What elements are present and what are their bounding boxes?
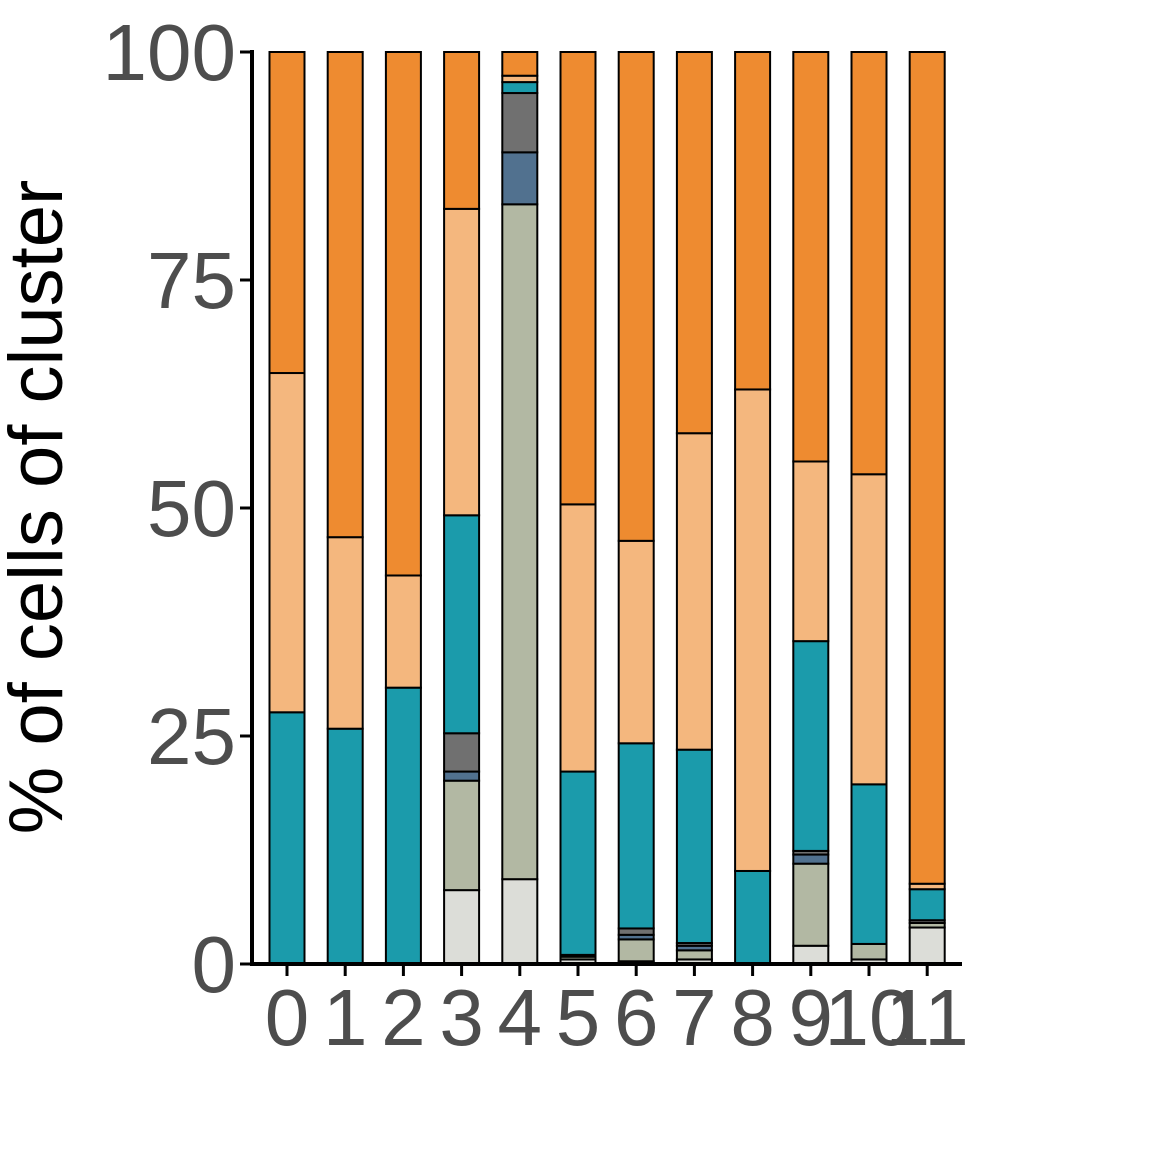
bar-segment-3-4	[443, 514, 481, 735]
bar-segment-7-6	[675, 51, 713, 435]
bar-segment-6-6	[617, 51, 655, 542]
x-tick-label-10: 10	[825, 973, 914, 1062]
bar-segment-1-4	[326, 727, 364, 965]
bar-segment-6-1	[617, 938, 655, 963]
x-tick-label-8: 8	[730, 973, 775, 1062]
x-tick-label-5: 5	[556, 973, 601, 1062]
bar-segment-4-4	[501, 81, 539, 95]
bar-segment-3-0	[443, 889, 481, 965]
bar-segment-4-1	[501, 203, 539, 881]
bar-segment-2-5	[384, 574, 422, 689]
bar-segment-11-0	[908, 926, 946, 966]
bar-segment-11-4	[908, 888, 946, 922]
bar-segment-9-4	[792, 640, 830, 852]
bar-segment-3-3	[443, 732, 481, 773]
x-tick-label-4: 4	[498, 973, 543, 1062]
bar-segment-4-0	[501, 878, 539, 966]
bars-layer	[268, 51, 946, 966]
y-tick-label-25: 25	[147, 692, 236, 781]
bar-segment-8-6	[734, 51, 772, 391]
bar-segment-11-6	[908, 51, 946, 885]
bar-segment-0-5	[268, 372, 306, 714]
bar-segment-9-6	[792, 51, 830, 463]
bar-segment-5-4	[559, 770, 597, 956]
bar-segment-8-4	[734, 869, 772, 966]
bar-segment-4-2	[501, 151, 539, 206]
y-tick-label-75: 75	[147, 236, 236, 325]
bar-segment-1-6	[326, 51, 364, 539]
bar-segment-0-6	[268, 51, 306, 375]
bar-segment-4-3	[501, 92, 539, 154]
bar-segment-9-5	[792, 460, 830, 643]
bar-segment-0-4	[268, 711, 306, 966]
bar-segment-4-6	[501, 51, 539, 77]
bar-segment-8-5	[734, 388, 772, 872]
bar-segment-9-1	[792, 862, 830, 947]
bar-segment-2-4	[384, 686, 422, 965]
y-tick-label-50: 50	[147, 464, 236, 553]
y-tick-label-100: 100	[103, 8, 236, 97]
x-tick-label-9: 9	[789, 973, 834, 1062]
bar-segment-5-6	[559, 51, 597, 506]
bar-segment-3-5	[443, 207, 481, 517]
bar-segment-3-2	[443, 770, 481, 782]
bar-segment-7-5	[675, 432, 713, 751]
bar-segment-7-4	[675, 748, 713, 945]
bar-segment-9-2	[792, 853, 830, 865]
bar-segment-6-4	[617, 742, 655, 930]
x-tick-label-2: 2	[381, 973, 426, 1062]
y-tick-label-0: 0	[192, 920, 237, 1009]
bar-segment-10-1	[850, 942, 888, 961]
x-tick-label-7: 7	[672, 973, 717, 1062]
bar-segment-5-5	[559, 503, 597, 773]
bar-segment-3-6	[443, 51, 481, 210]
x-tick-label-3: 3	[439, 973, 484, 1062]
bar-segment-2-6	[384, 51, 422, 577]
bar-segment-10-5	[850, 473, 888, 786]
x-tick-label-0: 0	[265, 973, 310, 1062]
bar-segment-3-1	[443, 779, 481, 892]
bar-segment-7-1	[675, 949, 713, 961]
x-tick-label-11: 11	[886, 973, 969, 1062]
y-axis-title: % of cells of cluster	[0, 180, 79, 835]
bar-segment-10-4	[850, 783, 888, 945]
bar-segment-9-0	[792, 944, 830, 966]
bar-segment-1-5	[326, 536, 364, 730]
bar-segment-10-6	[850, 51, 888, 476]
x-tick-label-6: 6	[614, 973, 659, 1062]
x-tick-label-1: 1	[323, 973, 368, 1062]
bar-segment-6-5	[617, 539, 655, 745]
